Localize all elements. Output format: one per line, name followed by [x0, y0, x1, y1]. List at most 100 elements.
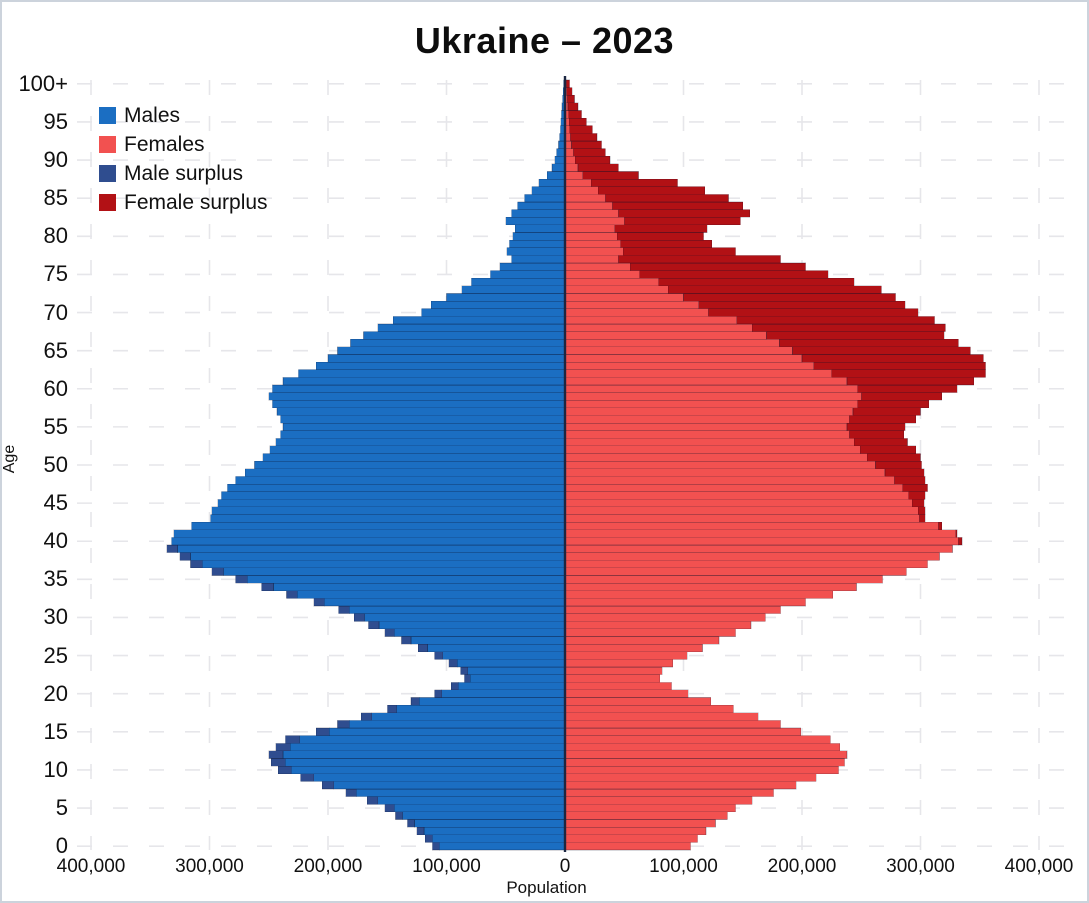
male-surplus-bar — [286, 590, 298, 599]
female-surplus-bar — [857, 399, 930, 409]
female-surplus-bar — [571, 140, 603, 149]
female-surplus-bar — [623, 216, 741, 226]
female-surplus-bar — [597, 186, 706, 195]
male-bar — [423, 826, 566, 836]
female-surplus-bar — [569, 125, 593, 134]
female-surplus-bar — [766, 331, 945, 340]
female-bar — [564, 643, 703, 653]
male-bar — [377, 796, 566, 805]
male-bar — [356, 788, 566, 797]
male-bar — [298, 369, 566, 378]
male-surplus-bar — [434, 689, 443, 698]
male-bar — [538, 178, 566, 188]
male-surplus-bar — [321, 781, 335, 790]
chart-title: Ukraine – 2023 — [414, 20, 675, 61]
female-bar — [564, 216, 625, 226]
female-surplus-bar — [614, 224, 708, 233]
male-bar — [254, 460, 566, 470]
male-surplus-bar — [300, 773, 315, 782]
male-bar — [173, 529, 566, 538]
female-surplus-bar — [866, 453, 921, 462]
male-bar — [439, 842, 566, 851]
male-bar — [418, 697, 566, 706]
y-axis-title: Age — [1, 444, 18, 474]
male-surplus-bar — [384, 803, 395, 813]
female-bar — [564, 270, 640, 279]
male-surplus-bar — [360, 712, 373, 721]
male-bar — [244, 468, 566, 477]
male-bar — [461, 285, 566, 294]
male-surplus-bar — [463, 674, 471, 683]
y-axis-tick-label: 0 — [55, 833, 68, 859]
female-surplus-bar — [567, 102, 579, 111]
female-surplus-bar — [955, 529, 958, 538]
male-bar — [402, 811, 566, 820]
male-bar — [235, 476, 566, 485]
female-bar — [564, 697, 712, 706]
female-bar — [564, 575, 883, 584]
female-bar — [564, 232, 618, 241]
female-bar — [564, 255, 619, 264]
y-axis-tick-label: 90 — [43, 147, 68, 173]
male-surplus-bar — [367, 620, 380, 630]
male-surplus-bar — [424, 834, 433, 843]
female-bar — [564, 521, 939, 531]
female-bar — [564, 453, 868, 462]
female-bar — [564, 438, 855, 447]
male-bar — [210, 514, 566, 523]
male-bar — [363, 331, 566, 340]
male-bar — [506, 247, 566, 256]
male-bar — [282, 377, 566, 386]
male-bar — [276, 407, 566, 416]
male-surplus-color-swatch — [99, 165, 116, 182]
female-bar — [564, 720, 781, 729]
female-bar — [564, 277, 659, 287]
legend-item-male-surplus: Male surplus — [99, 159, 268, 188]
male-bar — [221, 491, 566, 500]
female-bar — [564, 499, 913, 508]
female-surplus-bar — [570, 133, 598, 142]
female-surplus-bar — [622, 247, 736, 256]
female-bar — [564, 285, 669, 294]
female-surplus-bar — [620, 239, 713, 249]
female-bar — [564, 316, 738, 325]
male-surplus-bar — [190, 559, 203, 569]
male-bar — [328, 727, 566, 736]
male-bar — [414, 819, 566, 828]
male-bar — [280, 415, 566, 424]
male-bar — [275, 438, 566, 447]
male-bar — [377, 323, 566, 332]
legend-item-female-surplus: Female surplus — [99, 188, 268, 217]
female-surplus-color-swatch — [99, 194, 116, 211]
x-axis-tick-label: 400,000 — [56, 856, 126, 877]
female-surplus-bar — [792, 346, 971, 355]
male-surplus-bar — [338, 605, 350, 614]
female-bar — [564, 460, 876, 470]
male-bar — [223, 567, 566, 576]
male-bar — [392, 316, 566, 325]
male-surplus-bar — [235, 575, 248, 584]
female-surplus-bar — [852, 407, 921, 416]
male-surplus-bar — [285, 735, 300, 744]
male-bar — [202, 559, 566, 569]
male-bar — [226, 483, 566, 492]
male-bar — [269, 445, 566, 454]
y-axis-tick-label: 30 — [43, 604, 68, 630]
female-surplus-bar — [590, 178, 678, 188]
male-bar — [285, 758, 566, 767]
male-bar — [546, 171, 566, 180]
female-bar — [564, 415, 850, 424]
male-bar — [364, 613, 566, 622]
x-axis-tick-label: 100,000 — [412, 856, 481, 877]
female-bar — [564, 468, 886, 477]
female-bar — [564, 392, 862, 401]
female-bar — [564, 514, 920, 523]
male-bar — [290, 765, 566, 775]
male-surplus-bar — [275, 742, 291, 752]
male-bar — [467, 666, 566, 675]
male-surplus-bar — [450, 681, 459, 691]
male-bar — [505, 216, 566, 226]
y-axis-tick-label: 25 — [43, 642, 68, 668]
female-surplus-bar — [859, 445, 917, 454]
y-axis-tick-label: 70 — [43, 299, 68, 325]
